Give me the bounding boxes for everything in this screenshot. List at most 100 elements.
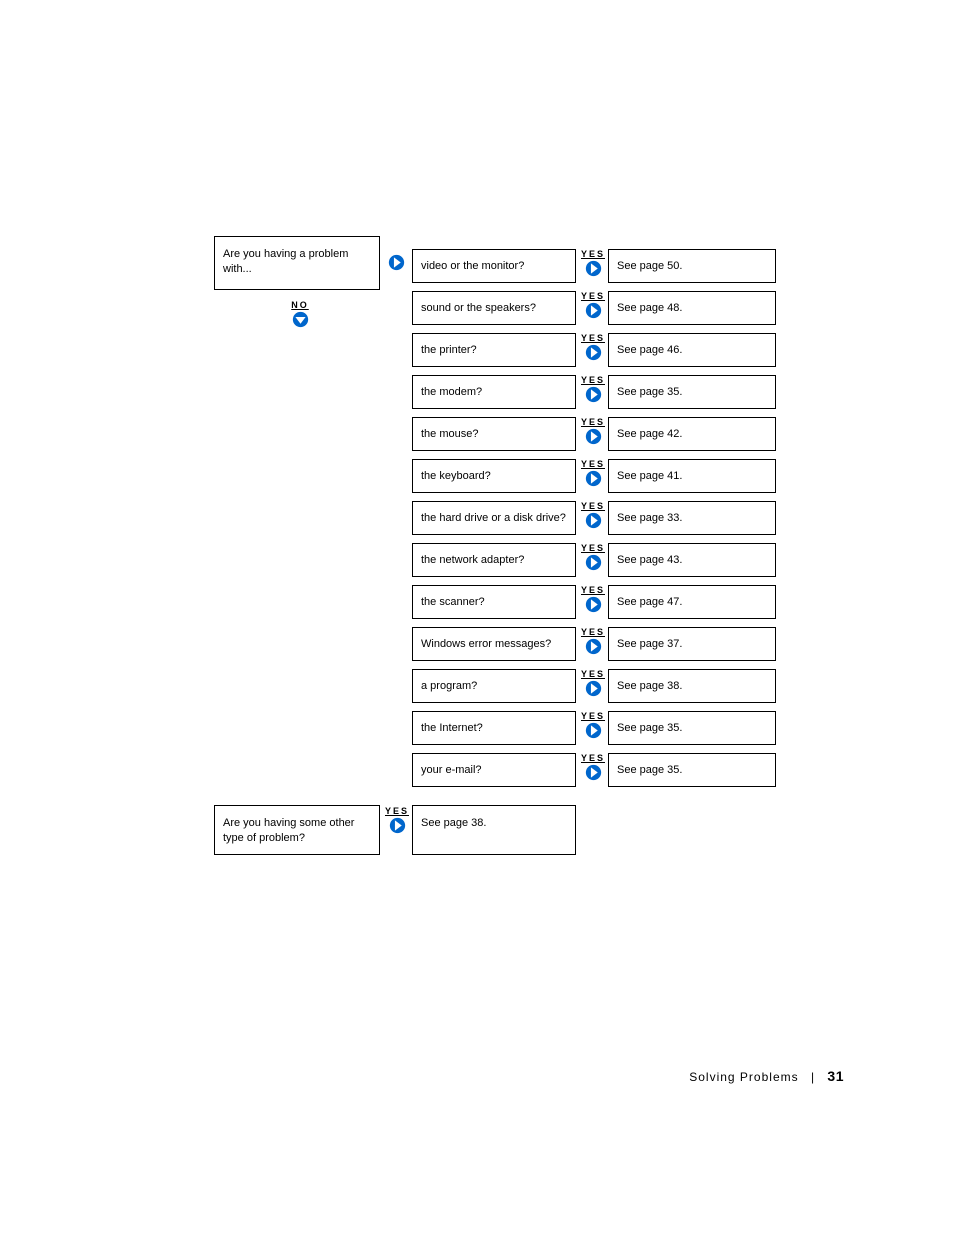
yes-indicator: YES <box>580 418 606 445</box>
yes-label: YES <box>580 334 606 343</box>
yes-label: YES <box>580 292 606 301</box>
answer-box: See page 46. <box>608 333 776 367</box>
option-label: the modem? <box>421 385 482 400</box>
option-label: a program? <box>421 679 477 694</box>
option-box: the modem? <box>412 375 576 409</box>
answer-text: See page 43. <box>617 553 682 568</box>
option-box: the hard drive or a disk drive? <box>412 501 576 535</box>
answer-text: See page 47. <box>617 595 682 610</box>
answer-box: See page 42. <box>608 417 776 451</box>
yes-label: YES <box>580 754 606 763</box>
arrow-right-icon <box>585 470 602 487</box>
option-box: the keyboard? <box>412 459 576 493</box>
option-box: sound or the speakers? <box>412 291 576 325</box>
answer-text: See page 50. <box>617 259 682 274</box>
yes-label: YES <box>580 628 606 637</box>
yes-label: YES <box>384 807 410 816</box>
option-label: Windows error messages? <box>421 637 551 652</box>
q1-arrow-right <box>388 254 405 271</box>
yes-label: YES <box>580 712 606 721</box>
option-box: the scanner? <box>412 585 576 619</box>
answer-text: See page 35. <box>617 721 682 736</box>
arrow-right-icon <box>389 817 406 834</box>
yes-indicator: YES <box>580 502 606 529</box>
arrow-down-icon <box>292 311 309 328</box>
arrow-right-icon <box>585 302 602 319</box>
arrow-right-icon <box>585 722 602 739</box>
answer-box: See page 33. <box>608 501 776 535</box>
answer-box: See page 35. <box>608 375 776 409</box>
yes-indicator: YES <box>580 754 606 781</box>
answer-box: See page 50. <box>608 249 776 283</box>
arrow-right-icon <box>585 764 602 781</box>
answer-text: See page 37. <box>617 637 682 652</box>
answer-text: See page 35. <box>617 385 682 400</box>
option-label: the hard drive or a disk drive? <box>421 511 566 526</box>
answer-text: See page 42. <box>617 427 682 442</box>
yes-label: YES <box>580 586 606 595</box>
yes-label: YES <box>580 670 606 679</box>
page-footer: Solving Problems | 31 <box>689 1068 844 1084</box>
option-box: the mouse? <box>412 417 576 451</box>
option-box: a program? <box>412 669 576 703</box>
footer-separator: | <box>811 1070 815 1084</box>
yes-indicator: YES <box>580 628 606 655</box>
answer-text: See page 48. <box>617 301 682 316</box>
option-box: your e-mail? <box>412 753 576 787</box>
option-label: the keyboard? <box>421 469 491 484</box>
arrow-right-icon <box>585 344 602 361</box>
option-label: the scanner? <box>421 595 485 610</box>
yes-label: YES <box>580 418 606 427</box>
arrow-right-icon <box>585 260 602 277</box>
option-label: the mouse? <box>421 427 478 442</box>
option-label: sound or the speakers? <box>421 301 536 316</box>
answer-text: See page 35. <box>617 763 682 778</box>
answer-box: See page 41. <box>608 459 776 493</box>
yes-indicator: YES <box>580 544 606 571</box>
option-box: the printer? <box>412 333 576 367</box>
question-box-secondary: Are you having some other type of proble… <box>214 805 380 855</box>
arrow-right-icon <box>585 554 602 571</box>
option-label: the network adapter? <box>421 553 524 568</box>
option-label: the printer? <box>421 343 477 358</box>
answer-box: See page 48. <box>608 291 776 325</box>
yes-indicator: YES <box>580 460 606 487</box>
answer-box: See page 37. <box>608 627 776 661</box>
question-text: Are you having some other type of proble… <box>223 816 371 846</box>
no-arrow-down <box>292 311 309 328</box>
answer-box: See page 38. <box>412 805 576 855</box>
option-label: video or the monitor? <box>421 259 524 274</box>
yes-indicator: YES <box>384 807 410 834</box>
answer-box: See page 35. <box>608 711 776 745</box>
arrow-right-icon <box>585 386 602 403</box>
question-text: Are you having a problem with... <box>223 247 371 277</box>
yes-indicator: YES <box>580 712 606 739</box>
answer-box: See page 47. <box>608 585 776 619</box>
yes-indicator: YES <box>580 586 606 613</box>
option-box: the Internet? <box>412 711 576 745</box>
answer-text: See page 41. <box>617 469 682 484</box>
option-box: Windows error messages? <box>412 627 576 661</box>
yes-indicator: YES <box>580 250 606 277</box>
yes-label: YES <box>580 250 606 259</box>
option-label: the Internet? <box>421 721 483 736</box>
option-box: the network adapter? <box>412 543 576 577</box>
arrow-right-icon <box>585 680 602 697</box>
answer-box: See page 43. <box>608 543 776 577</box>
option-box: video or the monitor? <box>412 249 576 283</box>
yes-indicator: YES <box>580 670 606 697</box>
question-box-primary: Are you having a problem with... <box>214 236 380 290</box>
answer-text: See page 38. <box>421 816 486 831</box>
yes-label: YES <box>580 376 606 385</box>
answer-text: See page 33. <box>617 511 682 526</box>
answer-box: See page 38. <box>608 669 776 703</box>
arrow-right-icon <box>585 512 602 529</box>
answer-box: See page 35. <box>608 753 776 787</box>
footer-page-number: 31 <box>827 1068 844 1084</box>
yes-label: YES <box>580 460 606 469</box>
yes-label: YES <box>580 544 606 553</box>
arrow-right-icon <box>585 638 602 655</box>
yes-indicator: YES <box>580 376 606 403</box>
arrow-right-icon <box>585 428 602 445</box>
yes-label: YES <box>580 502 606 511</box>
